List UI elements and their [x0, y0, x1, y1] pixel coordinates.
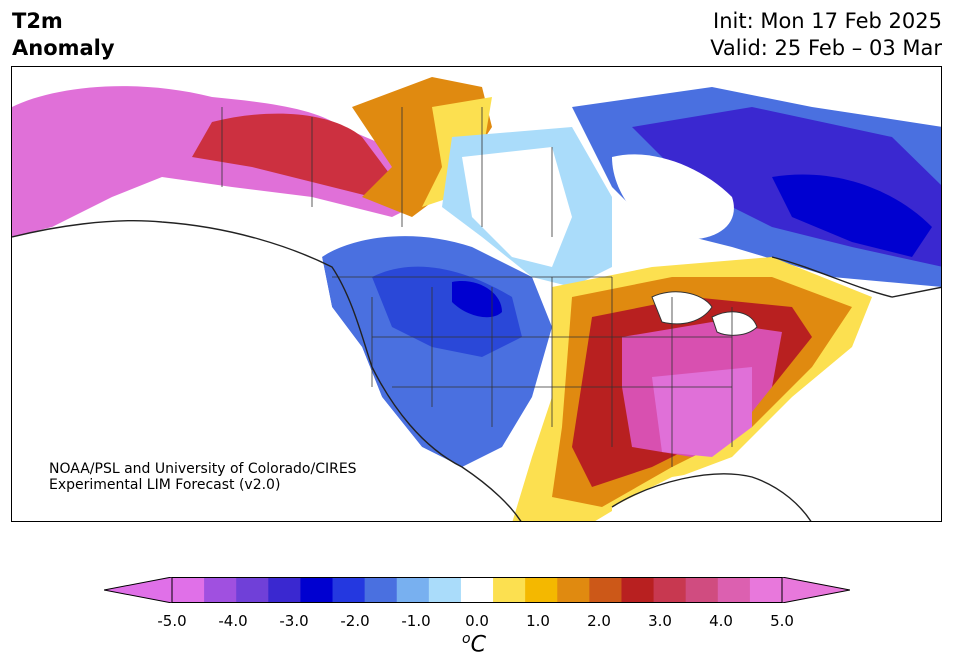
pacific-ocean [12, 217, 512, 521]
great-lakes [651, 291, 758, 336]
colorbar-segment [717, 577, 751, 603]
yukon-warm-core [192, 113, 392, 197]
forecast-dates: Init: Mon 17 Feb 2025 Valid: 25 Feb – 03… [710, 8, 942, 62]
colorbar-segment [525, 577, 558, 603]
central-white [462, 147, 572, 267]
colorbar-tick-label: 3.0 [648, 612, 672, 630]
colorbar [104, 577, 850, 603]
colorbar-tick-label: 5.0 [770, 612, 794, 630]
valid-date: Valid: 25 Feb – 03 Mar [710, 36, 942, 60]
colorbar-unit: oC [462, 631, 486, 657]
state-borders [221, 107, 733, 467]
anomaly-map [11, 66, 942, 522]
init-date: Init: Mon 17 Feb 2025 [713, 9, 942, 33]
colorbar-segment [557, 577, 590, 603]
credit-line-1: NOAA/PSL and University of Colorado/CIRE… [49, 461, 357, 477]
colorbar-segment [493, 577, 526, 603]
title-line-1: T2m [12, 9, 63, 33]
colorbar-tick-label: 4.0 [709, 612, 733, 630]
colorbar-segment [364, 577, 398, 603]
title-line-2: Anomaly [12, 36, 115, 60]
rockies-coldest [452, 281, 502, 318]
unit-degree: o [462, 631, 471, 647]
colorbar-ticks: -5.0 -4.0 -3.0 -2.0 -1.0 0.0 1.0 2.0 3.0 4.0 5.0 [0, 612, 954, 632]
colorbar-tick-label: -1.0 [401, 612, 431, 630]
gulf-ocean [612, 467, 791, 521]
colorbar-tick-label: -5.0 [157, 612, 187, 630]
unit-letter: C [470, 632, 486, 658]
colorbar-under-arrow [104, 577, 173, 603]
colorbar-tick-label: -3.0 [279, 612, 309, 630]
colorbar-tick-label: 2.0 [587, 612, 611, 630]
colorbar-segment [172, 577, 205, 603]
colorbar-tick-label: -2.0 [340, 612, 370, 630]
colorbar-segment [204, 577, 237, 603]
colorbar-segment [653, 577, 687, 603]
hudson-bay [612, 154, 734, 240]
coastlines [12, 220, 941, 521]
colorbar-over-arrow [781, 577, 850, 603]
colorbar-segment [396, 577, 430, 603]
colorbar-segment [332, 577, 366, 603]
labrador-coldest [772, 174, 932, 257]
southeast-pink [652, 367, 752, 457]
colorbar-segment [685, 577, 719, 603]
map-canvas [12, 67, 941, 521]
colorbar-tick-label: -4.0 [218, 612, 248, 630]
colorbar-tick-label: 1.0 [526, 612, 550, 630]
colorbar-outline [171, 577, 783, 603]
colorbar-segment [460, 577, 494, 603]
colorbar-segment [621, 577, 655, 603]
colorbar-segment [589, 577, 622, 603]
colorbar-segment [236, 577, 269, 603]
credit-line-2: Experimental LIM Forecast (v2.0) [49, 477, 281, 493]
colorbar-segment [428, 577, 462, 603]
colorbar-tick-label: 0.0 [465, 612, 489, 630]
credit-text: NOAA/PSL and University of Colorado/CIRE… [49, 461, 357, 493]
colorbar-segment [749, 577, 783, 603]
map-title: T2m Anomaly [12, 8, 115, 62]
colorbar-segment [268, 577, 301, 603]
colorbar-segment [300, 577, 334, 603]
